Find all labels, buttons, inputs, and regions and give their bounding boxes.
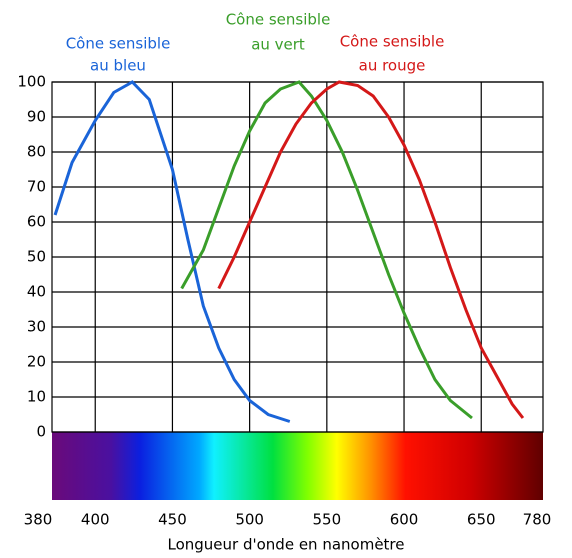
x-tick-label: 600 bbox=[390, 511, 419, 529]
y-tick-label: 0 bbox=[36, 423, 46, 441]
curve-label: au vert bbox=[251, 36, 305, 54]
y-tick-label: 90 bbox=[27, 108, 46, 126]
x-axis-title: Longueur d'onde en nanomètre bbox=[168, 536, 405, 554]
x-tick-label: 400 bbox=[81, 511, 110, 529]
x-tick-label: 500 bbox=[235, 511, 264, 529]
spectrum-end-label: 780 bbox=[523, 511, 552, 529]
y-tick-label: 60 bbox=[27, 213, 46, 231]
curve bbox=[180, 80, 473, 420]
y-tick-label: 40 bbox=[27, 283, 46, 301]
spectrum-start-label: 380 bbox=[24, 511, 53, 529]
y-tick-label: 100 bbox=[17, 73, 46, 91]
y-tick-label: 50 bbox=[27, 248, 46, 266]
curve-label: au bleu bbox=[90, 57, 146, 75]
x-tick-label: 550 bbox=[313, 511, 342, 529]
y-tick-label: 30 bbox=[27, 318, 46, 336]
curve-label: au rouge bbox=[359, 57, 426, 75]
y-tick-label: 70 bbox=[27, 178, 46, 196]
curve-label: Cône sensible bbox=[226, 11, 331, 29]
spectrum-band bbox=[52, 432, 543, 500]
y-tick-label: 10 bbox=[27, 388, 46, 406]
y-tick-label: 20 bbox=[27, 353, 46, 371]
x-tick-label: 650 bbox=[467, 511, 496, 529]
curve bbox=[53, 80, 291, 423]
y-tick-label: 80 bbox=[27, 143, 46, 161]
curve-label: Cône sensible bbox=[66, 35, 171, 53]
curve-label: Cône sensible bbox=[340, 33, 445, 51]
x-tick-label: 450 bbox=[158, 511, 187, 529]
curve bbox=[217, 80, 525, 419]
